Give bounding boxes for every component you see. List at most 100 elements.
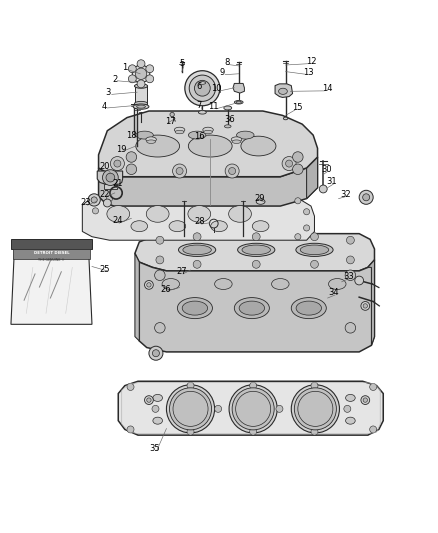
Ellipse shape xyxy=(169,221,186,232)
Circle shape xyxy=(88,194,100,206)
Text: 16: 16 xyxy=(194,132,205,141)
Circle shape xyxy=(276,405,283,413)
Text: 35: 35 xyxy=(149,444,159,453)
Text: 11: 11 xyxy=(208,102,219,111)
Ellipse shape xyxy=(183,245,212,255)
Ellipse shape xyxy=(175,130,184,134)
Polygon shape xyxy=(141,74,150,82)
Polygon shape xyxy=(137,74,145,82)
Text: 2: 2 xyxy=(112,75,117,84)
Ellipse shape xyxy=(198,110,206,114)
Circle shape xyxy=(344,405,351,413)
Circle shape xyxy=(311,233,318,241)
Circle shape xyxy=(286,160,293,167)
Polygon shape xyxy=(139,260,374,352)
Circle shape xyxy=(126,152,137,162)
Circle shape xyxy=(147,398,151,402)
Ellipse shape xyxy=(241,136,276,156)
Circle shape xyxy=(145,395,153,405)
Circle shape xyxy=(189,75,215,101)
Circle shape xyxy=(128,75,136,83)
Ellipse shape xyxy=(252,221,269,232)
Circle shape xyxy=(252,260,260,268)
Text: 3: 3 xyxy=(106,88,111,97)
Text: 18: 18 xyxy=(126,131,137,140)
Circle shape xyxy=(355,276,364,285)
Ellipse shape xyxy=(134,84,148,88)
Circle shape xyxy=(345,322,356,333)
Text: 32: 32 xyxy=(340,190,350,199)
Circle shape xyxy=(135,68,147,79)
Text: 1: 1 xyxy=(122,63,127,72)
Circle shape xyxy=(361,395,370,405)
Circle shape xyxy=(114,160,121,167)
Circle shape xyxy=(146,75,154,83)
Ellipse shape xyxy=(232,140,241,143)
Circle shape xyxy=(166,385,215,433)
Text: 9: 9 xyxy=(220,68,225,77)
Ellipse shape xyxy=(188,206,211,222)
Polygon shape xyxy=(135,86,147,103)
Ellipse shape xyxy=(346,417,355,424)
Ellipse shape xyxy=(229,206,251,222)
Ellipse shape xyxy=(107,206,130,222)
Circle shape xyxy=(152,350,159,357)
Circle shape xyxy=(176,167,183,174)
Circle shape xyxy=(106,196,113,201)
Ellipse shape xyxy=(272,279,289,289)
Circle shape xyxy=(194,80,210,96)
Polygon shape xyxy=(135,233,374,271)
Ellipse shape xyxy=(204,130,212,134)
Text: 36: 36 xyxy=(225,115,235,124)
Circle shape xyxy=(127,383,134,391)
Circle shape xyxy=(149,346,163,360)
Text: 20: 20 xyxy=(99,162,110,171)
Circle shape xyxy=(370,426,377,433)
Polygon shape xyxy=(137,66,145,74)
Circle shape xyxy=(295,198,301,204)
Text: 6: 6 xyxy=(197,82,202,91)
Circle shape xyxy=(319,185,327,193)
Circle shape xyxy=(282,157,296,171)
Circle shape xyxy=(126,164,137,174)
Ellipse shape xyxy=(146,137,156,142)
Circle shape xyxy=(215,405,222,413)
Circle shape xyxy=(229,167,236,174)
Circle shape xyxy=(311,428,318,435)
Circle shape xyxy=(250,382,257,389)
Text: 5: 5 xyxy=(179,59,184,68)
Circle shape xyxy=(170,112,174,117)
Ellipse shape xyxy=(188,135,232,157)
Text: 4: 4 xyxy=(102,102,107,111)
Circle shape xyxy=(363,398,367,402)
Text: 12: 12 xyxy=(306,57,316,66)
Ellipse shape xyxy=(153,394,162,401)
Circle shape xyxy=(370,383,377,391)
Ellipse shape xyxy=(234,297,269,319)
Text: 31: 31 xyxy=(327,177,337,187)
Ellipse shape xyxy=(134,101,148,106)
Ellipse shape xyxy=(177,297,212,319)
Ellipse shape xyxy=(225,125,231,128)
Polygon shape xyxy=(141,66,150,74)
Circle shape xyxy=(146,65,154,72)
Circle shape xyxy=(193,233,201,241)
Circle shape xyxy=(137,60,145,68)
Ellipse shape xyxy=(133,104,149,109)
Text: 14: 14 xyxy=(322,84,333,93)
Circle shape xyxy=(185,71,220,106)
Ellipse shape xyxy=(178,243,215,256)
Polygon shape xyxy=(99,157,318,206)
Text: 24: 24 xyxy=(112,216,123,225)
Ellipse shape xyxy=(224,106,232,110)
Circle shape xyxy=(155,270,165,280)
Ellipse shape xyxy=(153,417,162,424)
Polygon shape xyxy=(118,381,383,435)
Text: 7: 7 xyxy=(197,101,202,110)
Circle shape xyxy=(295,233,301,240)
Text: 34: 34 xyxy=(328,288,339,297)
Polygon shape xyxy=(97,171,123,184)
Text: THE GENUINE ®: THE GENUINE ® xyxy=(38,258,65,262)
Circle shape xyxy=(106,173,115,182)
Text: 19: 19 xyxy=(116,144,126,154)
